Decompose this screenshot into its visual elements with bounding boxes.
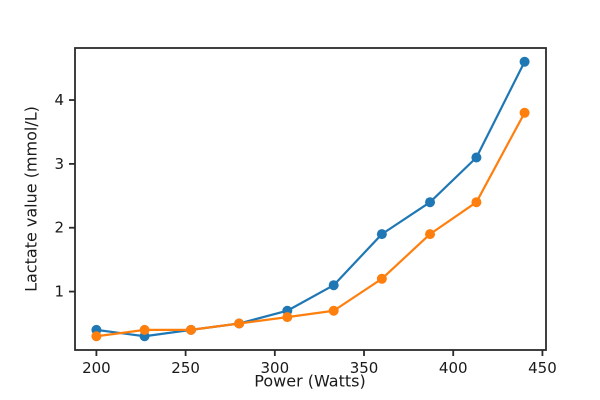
lactate-series-1-line [95, 60, 526, 338]
axes-frame [74, 47, 547, 351]
lactate-series-2-marker [471, 197, 482, 208]
lactate-series-2-marker [519, 107, 530, 118]
x-tick-label: 250 [171, 359, 200, 377]
lactate-series-2-marker [91, 331, 102, 342]
lactate-series-1-marker [328, 280, 339, 291]
y-tick-label: 4 [54, 91, 64, 109]
lactate-series-2-marker [234, 318, 245, 329]
lactate-series-1-marker [519, 56, 530, 67]
x-tick-label: 400 [439, 359, 468, 377]
y-axis-label: Lactate value (mmol/L) [21, 106, 41, 292]
x-tick-label: 300 [260, 359, 289, 377]
x-tick-label: 350 [350, 359, 379, 377]
x-tick-label: 450 [528, 359, 557, 377]
y-tick-label: 1 [54, 283, 64, 301]
y-tick-label: 3 [54, 155, 64, 173]
lactate-series-2-line [95, 111, 526, 338]
x-tick-label: 200 [82, 359, 111, 377]
lactate-series-1-marker [425, 197, 436, 208]
x-axis-label: Power (Watts) [254, 371, 366, 391]
lactate-series-1-marker [471, 152, 482, 163]
lactate-series-1-marker [376, 229, 387, 240]
lactate-series-2-marker [139, 324, 150, 335]
lactate-series-2-marker [425, 229, 436, 240]
lactate-series-2-marker [376, 273, 387, 284]
y-tick-label: 2 [54, 219, 64, 237]
lactate-series-2-marker [328, 305, 339, 316]
lactate-series-2-marker [185, 324, 196, 335]
lactate-series-2-marker [282, 312, 293, 323]
